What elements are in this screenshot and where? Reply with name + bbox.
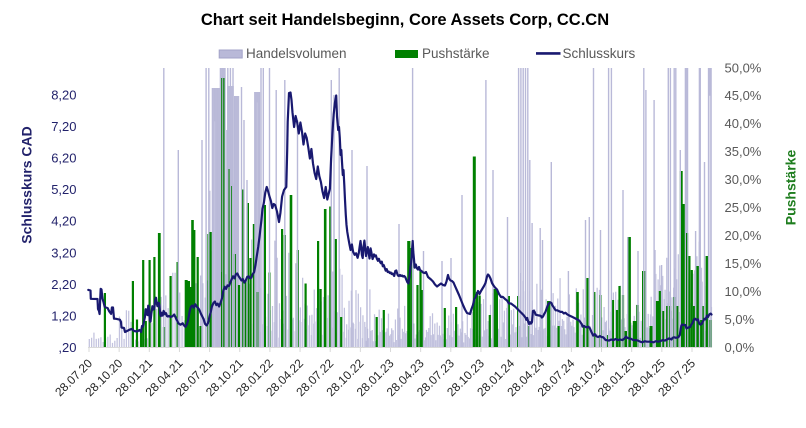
svg-text:Pushstärke: Pushstärke xyxy=(422,46,490,61)
svg-text:45,0%: 45,0% xyxy=(725,88,762,103)
svg-text:6,20: 6,20 xyxy=(51,151,76,166)
svg-text:3,20: 3,20 xyxy=(51,245,76,260)
svg-text:8,20: 8,20 xyxy=(51,87,76,102)
svg-text:Handelsvolumen: Handelsvolumen xyxy=(246,46,347,61)
svg-text:Pushstärke: Pushstärke xyxy=(783,150,799,226)
svg-text:10,0%: 10,0% xyxy=(725,284,762,299)
svg-text:4,20: 4,20 xyxy=(51,214,76,229)
svg-text:1,20: 1,20 xyxy=(51,309,76,324)
svg-text:30,0%: 30,0% xyxy=(725,172,762,187)
svg-text:40,0%: 40,0% xyxy=(725,116,762,131)
svg-text:0,0%: 0,0% xyxy=(725,340,755,355)
svg-text:5,0%: 5,0% xyxy=(725,312,755,327)
svg-text:,20: ,20 xyxy=(58,340,76,355)
svg-text:Chart seit Handelsbeginn, Core: Chart seit Handelsbeginn, Core Assets Co… xyxy=(201,11,609,29)
svg-text:50,0%: 50,0% xyxy=(725,60,762,75)
svg-text:2,20: 2,20 xyxy=(51,277,76,292)
svg-text:15,0%: 15,0% xyxy=(725,256,762,271)
svg-text:35,0%: 35,0% xyxy=(725,144,762,159)
svg-text:Schlusskurs: Schlusskurs xyxy=(563,46,636,61)
svg-text:Schlusskurs CAD: Schlusskurs CAD xyxy=(19,126,35,243)
svg-text:25,0%: 25,0% xyxy=(725,200,762,215)
svg-text:7,20: 7,20 xyxy=(51,119,76,134)
svg-text:20,0%: 20,0% xyxy=(725,228,762,243)
svg-text:5,20: 5,20 xyxy=(51,182,76,197)
